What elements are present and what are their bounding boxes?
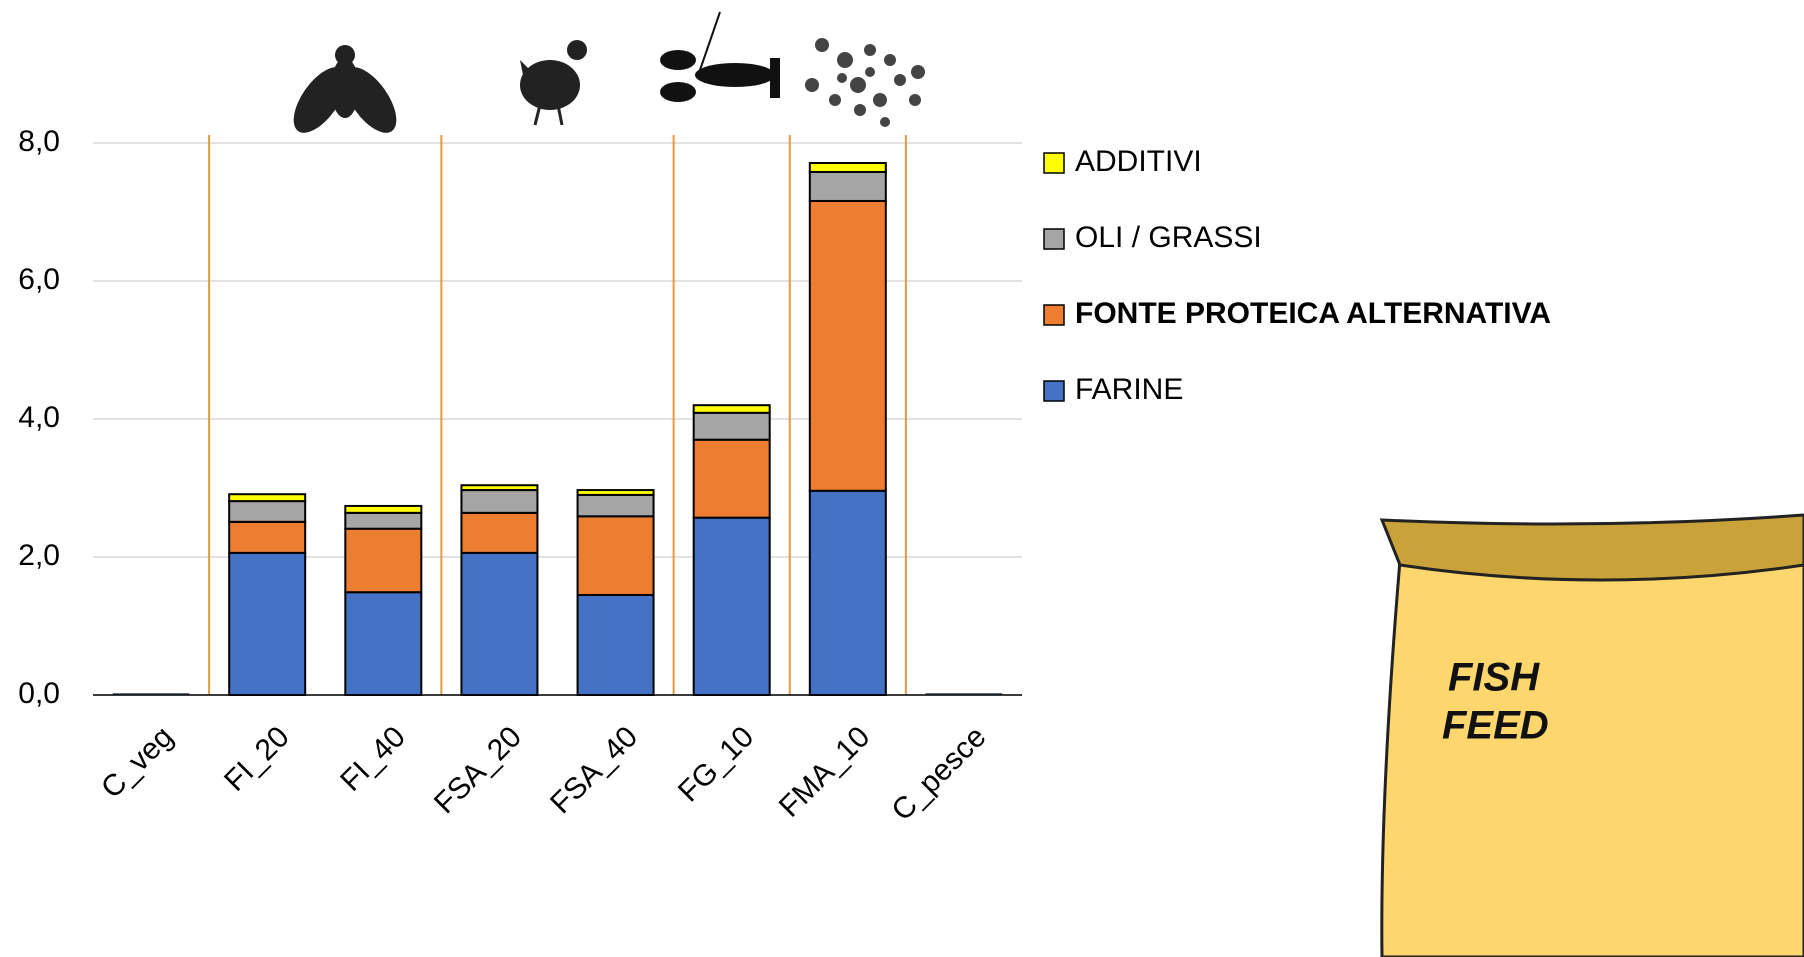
bar-segment	[692, 411, 771, 441]
bar-segment	[460, 511, 539, 554]
bar-segment	[228, 493, 307, 503]
bar-segment	[460, 551, 539, 696]
bar-segment	[460, 484, 539, 492]
legend-label: FARINE	[1075, 373, 1183, 406]
x-tick-label: FMA_10	[773, 720, 877, 824]
bar-segment	[344, 504, 423, 514]
y-tick-label: 6,0	[18, 263, 60, 296]
bag-label: FISH	[1448, 656, 1540, 700]
bar-segment	[576, 515, 655, 596]
x-tick-label: FI_20	[218, 720, 296, 798]
x-tick-label: FG_10	[672, 720, 760, 808]
bar-segment	[576, 489, 655, 496]
y-tick-label: 2,0	[18, 539, 60, 572]
bar-segment	[808, 199, 887, 492]
bar-segment	[344, 591, 423, 696]
bag-label: FEED	[1442, 704, 1549, 748]
pellets-icon	[805, 38, 925, 127]
bar-segment	[808, 170, 887, 202]
legend-label: OLI / GRASSI	[1075, 221, 1262, 254]
fly-icon	[293, 45, 397, 133]
x-tick-label: C_pesce	[885, 720, 992, 827]
x-tick-label: FSA_20	[428, 720, 528, 820]
bar-segment	[576, 593, 655, 697]
crayfish-icon	[660, 11, 780, 102]
chicken-icon	[520, 40, 587, 126]
bar-segment	[808, 162, 887, 173]
legend-swatch	[1043, 304, 1065, 326]
y-tick-label: 8,0	[18, 125, 60, 158]
y-tick-label: 4,0	[18, 401, 60, 434]
bar-segment	[344, 527, 423, 594]
bar-segment	[808, 489, 887, 697]
bar-segment	[692, 516, 771, 696]
bar-segment	[344, 511, 423, 530]
y-tick-label: 0,0	[18, 677, 60, 710]
x-tick-label: FI_40	[334, 720, 412, 798]
feed-bag: FISH FEED	[1379, 513, 1804, 957]
x-tick-label: C_veg	[95, 720, 180, 805]
bar-segment	[460, 489, 539, 514]
legend-label: ADDITIVI	[1075, 145, 1202, 178]
legend-label: FONTE PROTEICA ALTERNATIVA	[1075, 297, 1551, 330]
bar-segment	[228, 551, 307, 696]
legend-swatch	[1043, 380, 1065, 402]
legend-swatch	[1043, 152, 1065, 174]
legend-swatch	[1043, 228, 1065, 250]
bar-segment	[228, 500, 307, 523]
x-tick-label: FSA_40	[544, 720, 644, 820]
bar-segment	[692, 438, 771, 519]
bar-segment	[576, 493, 655, 518]
bar-segment	[228, 520, 307, 554]
bar-segment	[692, 404, 771, 414]
